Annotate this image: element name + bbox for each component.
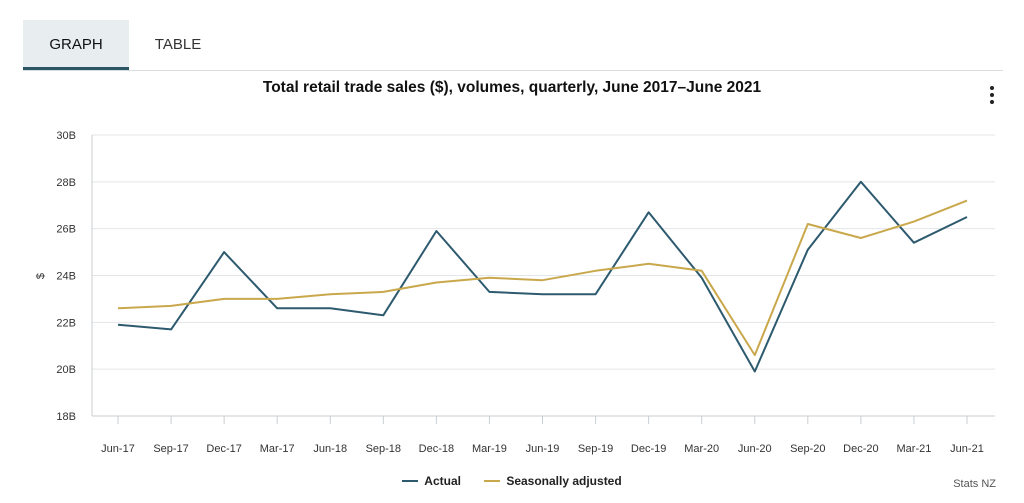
y-tick-label: 30B bbox=[56, 130, 76, 142]
x-tick-label: Mar-17 bbox=[260, 443, 295, 455]
x-tick-label: Mar-19 bbox=[472, 443, 507, 455]
series-line-seasonally-adjusted bbox=[117, 199, 968, 357]
tab-table[interactable]: TABLE bbox=[154, 36, 202, 53]
source-credit: Stats NZ bbox=[953, 478, 996, 490]
legend-label-seasonally-adjusted: Seasonally adjusted bbox=[506, 474, 622, 488]
y-axis-label: $ bbox=[35, 273, 47, 279]
chart-title: Total retail trade sales ($), volumes, q… bbox=[262, 79, 762, 96]
x-tick-label: Sep-19 bbox=[578, 443, 613, 455]
x-tick-label: Sep-18 bbox=[366, 443, 401, 455]
x-tick-label: Jun-20 bbox=[738, 443, 772, 455]
y-tick-label: 26B bbox=[56, 224, 76, 236]
x-tick-label: Mar-20 bbox=[684, 443, 719, 455]
x-tick-label: Dec-17 bbox=[206, 443, 241, 455]
x-tick-label: Sep-17 bbox=[153, 443, 188, 455]
x-tick-label: Jun-19 bbox=[526, 443, 560, 455]
x-tick-label: Sep-20 bbox=[790, 443, 825, 455]
legend-item-seasonally-adjusted[interactable]: Seasonally adjusted bbox=[484, 474, 622, 488]
y-tick-label: 18B bbox=[56, 411, 76, 423]
legend-swatch-seasonally-adjusted bbox=[484, 479, 501, 482]
x-tick-label: Mar-21 bbox=[897, 443, 932, 455]
x-tick-label: Dec-18 bbox=[419, 443, 454, 455]
series-line-actual bbox=[117, 180, 968, 373]
y-tick-label: 22B bbox=[56, 317, 76, 329]
kebab-menu-icon[interactable] bbox=[982, 84, 1002, 106]
legend-label-actual: Actual bbox=[424, 474, 461, 488]
chart-legend: Actual Seasonally adjusted bbox=[0, 474, 1024, 488]
x-tick-label: Dec-20 bbox=[843, 443, 878, 455]
legend-swatch-actual bbox=[402, 479, 419, 482]
y-tick-label: 20B bbox=[56, 364, 76, 376]
x-tick-label: Jun-17 bbox=[101, 443, 135, 455]
y-tick-label: 24B bbox=[56, 271, 76, 283]
tab-graph[interactable]: GRAPH bbox=[23, 20, 129, 70]
legend-item-actual[interactable]: Actual bbox=[402, 474, 461, 488]
y-tick-label: 28B bbox=[56, 177, 76, 189]
x-tick-label: Jun-18 bbox=[313, 443, 347, 455]
x-tick-label: Jun-21 bbox=[950, 443, 984, 455]
view-tabs: GRAPH TABLE bbox=[23, 20, 1003, 71]
x-tick-label: Dec-19 bbox=[631, 443, 666, 455]
